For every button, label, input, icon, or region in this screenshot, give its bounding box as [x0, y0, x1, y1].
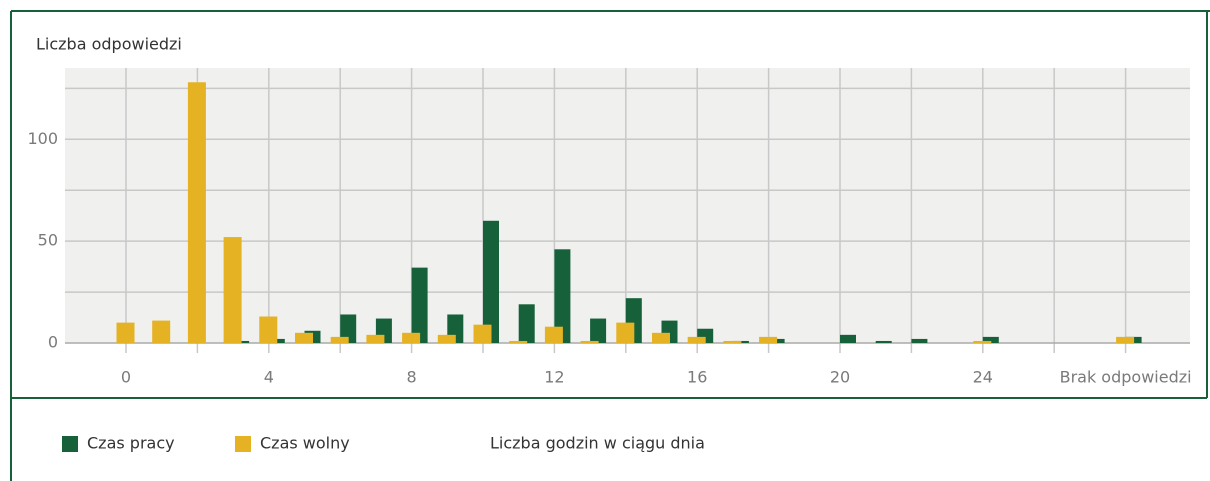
legend-swatch: [62, 436, 78, 452]
bar: [616, 322, 635, 343]
bar: [411, 267, 428, 343]
y-tick-label: 0: [48, 333, 58, 352]
x-tick-label: 4: [264, 368, 274, 387]
x-tick-label: 20: [830, 368, 850, 387]
legend-label: Czas wolny: [260, 434, 350, 453]
bar: [652, 332, 670, 343]
bar: [437, 334, 456, 343]
x-axis-title: Liczba godzin w ciągu dnia: [490, 434, 705, 453]
x-tick-label: 24: [973, 368, 993, 387]
bar: [723, 340, 742, 343]
x-tick-label: 16: [687, 368, 707, 387]
bar: [509, 340, 528, 343]
legend-swatch: [235, 436, 251, 452]
bar: [366, 334, 385, 343]
bar: [483, 220, 499, 343]
bar: [911, 338, 928, 343]
bar: [875, 340, 892, 343]
bar: [340, 314, 357, 343]
bar: [554, 249, 571, 343]
bar: [223, 237, 242, 343]
x-tick-label: 0: [121, 368, 131, 387]
bar: [518, 304, 535, 343]
plot-area: [65, 68, 1190, 343]
bar: [402, 332, 421, 343]
x-tick-label: 8: [407, 368, 417, 387]
y-axis-title: Liczba odpowiedzi: [36, 35, 182, 54]
bar: [759, 336, 778, 343]
bar: [259, 316, 278, 343]
bar: [295, 332, 313, 343]
bar: [330, 336, 349, 343]
bar: [982, 336, 999, 343]
bar: [687, 336, 706, 343]
bar: [116, 322, 135, 343]
legend-label: Czas pracy: [87, 434, 175, 453]
x-tick-label: 12: [544, 368, 564, 387]
bar: [580, 340, 599, 343]
bar: [473, 324, 492, 343]
y-tick-label: 100: [27, 129, 58, 148]
bar: [973, 340, 992, 343]
bar: [152, 320, 171, 343]
x-tick-label: Brak odpowiedzi: [1060, 368, 1192, 387]
bar: [544, 326, 563, 343]
bar: [840, 334, 856, 343]
bar: [1116, 336, 1135, 343]
bar: [187, 82, 206, 343]
bar: [590, 318, 607, 343]
y-tick-label: 50: [38, 231, 58, 250]
